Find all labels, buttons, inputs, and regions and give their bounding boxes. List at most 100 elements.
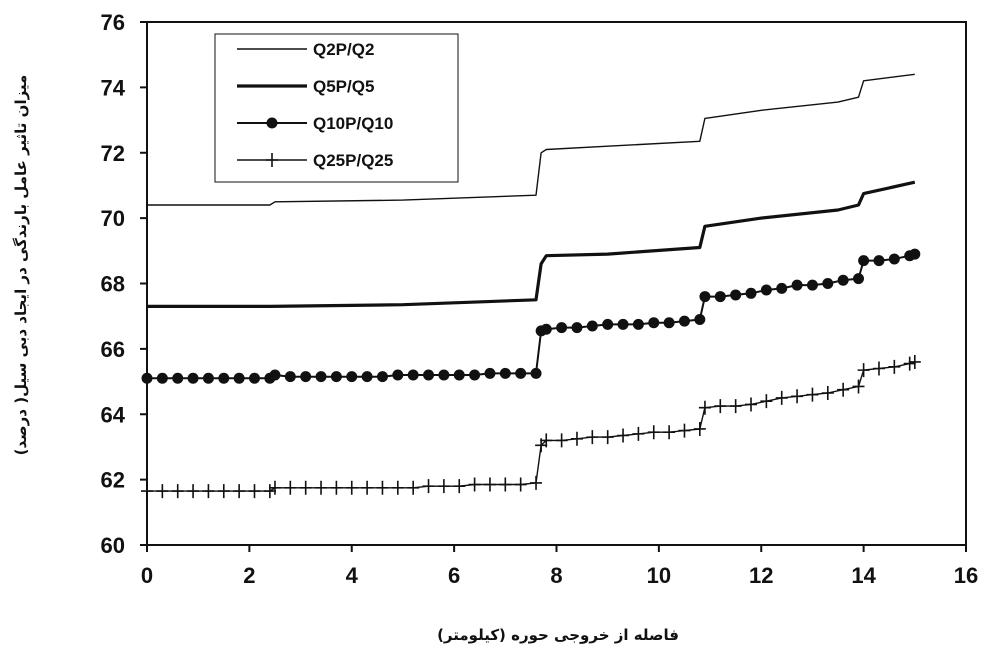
plus-marker: [345, 480, 358, 495]
plus-marker: [821, 386, 834, 401]
circle-marker: [233, 372, 245, 384]
legend-entry: Q25P/Q25: [237, 151, 393, 170]
y-axis-title: میزان تاثیر عامل بارندگی در ایجاد دبی سی…: [12, 75, 30, 456]
circle-marker: [714, 291, 726, 303]
x-tick-label: 16: [954, 563, 978, 588]
circle-marker: [248, 372, 260, 384]
plus-marker: [857, 363, 870, 378]
plus-marker: [284, 480, 297, 495]
circle-marker: [530, 367, 542, 379]
legend: Q2P/Q2 Q5P/Q5 Q10P/Q10 Q25P/Q25: [214, 33, 459, 183]
x-tick-label: 6: [448, 563, 460, 588]
circle-marker: [873, 255, 885, 267]
circle-marker: [484, 367, 496, 379]
plus-marker: [791, 389, 804, 404]
plus-marker: [330, 480, 343, 495]
x-tick-label: 0: [141, 563, 153, 588]
circle-marker: [853, 273, 865, 285]
circle-marker: [453, 369, 465, 381]
x-tick-label: 8: [550, 563, 562, 588]
y-tick-label: 70: [101, 206, 125, 231]
legend-label: Q25P/Q25: [313, 151, 393, 170]
circle-marker: [730, 289, 742, 301]
circle-marker: [141, 372, 153, 384]
plus-marker: [908, 354, 921, 369]
circle-marker: [745, 287, 757, 299]
x-tick-label: 10: [647, 563, 671, 588]
circle-marker: [499, 367, 511, 379]
plus-marker: [647, 425, 660, 440]
plus-marker: [171, 484, 184, 499]
y-tick-label: 76: [101, 10, 125, 35]
legend-box: [214, 33, 459, 183]
circle-marker: [678, 315, 690, 327]
circle-marker: [602, 318, 614, 330]
plus-marker: [156, 484, 169, 499]
plus-marker: [141, 484, 153, 499]
x-tick-label: 14: [851, 563, 876, 588]
circle-marker: [791, 279, 803, 291]
plus-marker: [266, 153, 278, 167]
circle-marker: [837, 274, 849, 286]
plus-marker: [268, 480, 281, 495]
x-axis-title: فاصله از خروجی حوره (کیلومتر): [437, 626, 679, 644]
circle-marker: [172, 372, 184, 384]
circle-marker: [909, 248, 921, 260]
y-tick-label: 68: [101, 272, 125, 297]
plus-marker: [601, 430, 614, 445]
plus-marker: [483, 477, 496, 492]
circle-marker: [694, 313, 706, 325]
plus-marker: [760, 394, 773, 409]
circle-marker: [858, 255, 870, 267]
circle-marker: [266, 117, 278, 129]
circle-marker: [361, 371, 373, 383]
plus-marker: [586, 430, 599, 445]
plus-marker: [678, 423, 691, 438]
legend-entry: Q2P/Q2: [237, 40, 374, 59]
circle-marker: [218, 372, 230, 384]
circle-marker: [822, 278, 834, 289]
legend-entry: Q10P/Q10: [237, 114, 393, 133]
legend-label: Q5P/Q5: [313, 77, 374, 96]
series-group: [141, 73, 921, 499]
plus-marker: [632, 426, 645, 441]
plus-marker: [376, 480, 389, 495]
circle-marker: [760, 284, 772, 296]
circle-marker: [556, 322, 568, 334]
plus-marker: [437, 479, 450, 494]
series-line: [147, 361, 916, 492]
plus-marker: [217, 484, 230, 499]
plus-marker: [530, 475, 543, 490]
plus-marker: [775, 390, 788, 405]
circle-marker: [438, 369, 450, 381]
circle-marker: [648, 317, 660, 329]
circle-marker: [515, 367, 527, 379]
circle-marker: [300, 371, 312, 383]
plus-marker: [540, 433, 553, 448]
plus-marker: [837, 382, 850, 397]
series-line: [147, 73, 915, 206]
circle-marker: [888, 253, 900, 265]
circle-marker: [376, 371, 388, 383]
circle-marker: [187, 372, 199, 384]
plus-marker: [391, 480, 404, 495]
plus-marker: [888, 359, 901, 374]
circle-marker: [284, 371, 296, 383]
plus-marker: [263, 484, 276, 499]
circle-marker: [806, 279, 818, 291]
legend-entry: Q5P/Q5: [237, 77, 374, 96]
plus-marker: [187, 484, 200, 499]
circle-marker: [407, 369, 419, 381]
plus-marker: [698, 400, 711, 415]
series-q2p-q2: [147, 73, 915, 206]
circle-marker: [269, 369, 281, 381]
circle-marker: [423, 369, 435, 381]
plus-marker: [407, 480, 420, 495]
circle-marker: [315, 371, 327, 383]
x-tick-label: 12: [749, 563, 773, 588]
plus-marker: [468, 477, 481, 492]
circle-marker: [156, 372, 168, 384]
circle-marker: [699, 291, 711, 303]
plus-marker: [745, 397, 758, 412]
